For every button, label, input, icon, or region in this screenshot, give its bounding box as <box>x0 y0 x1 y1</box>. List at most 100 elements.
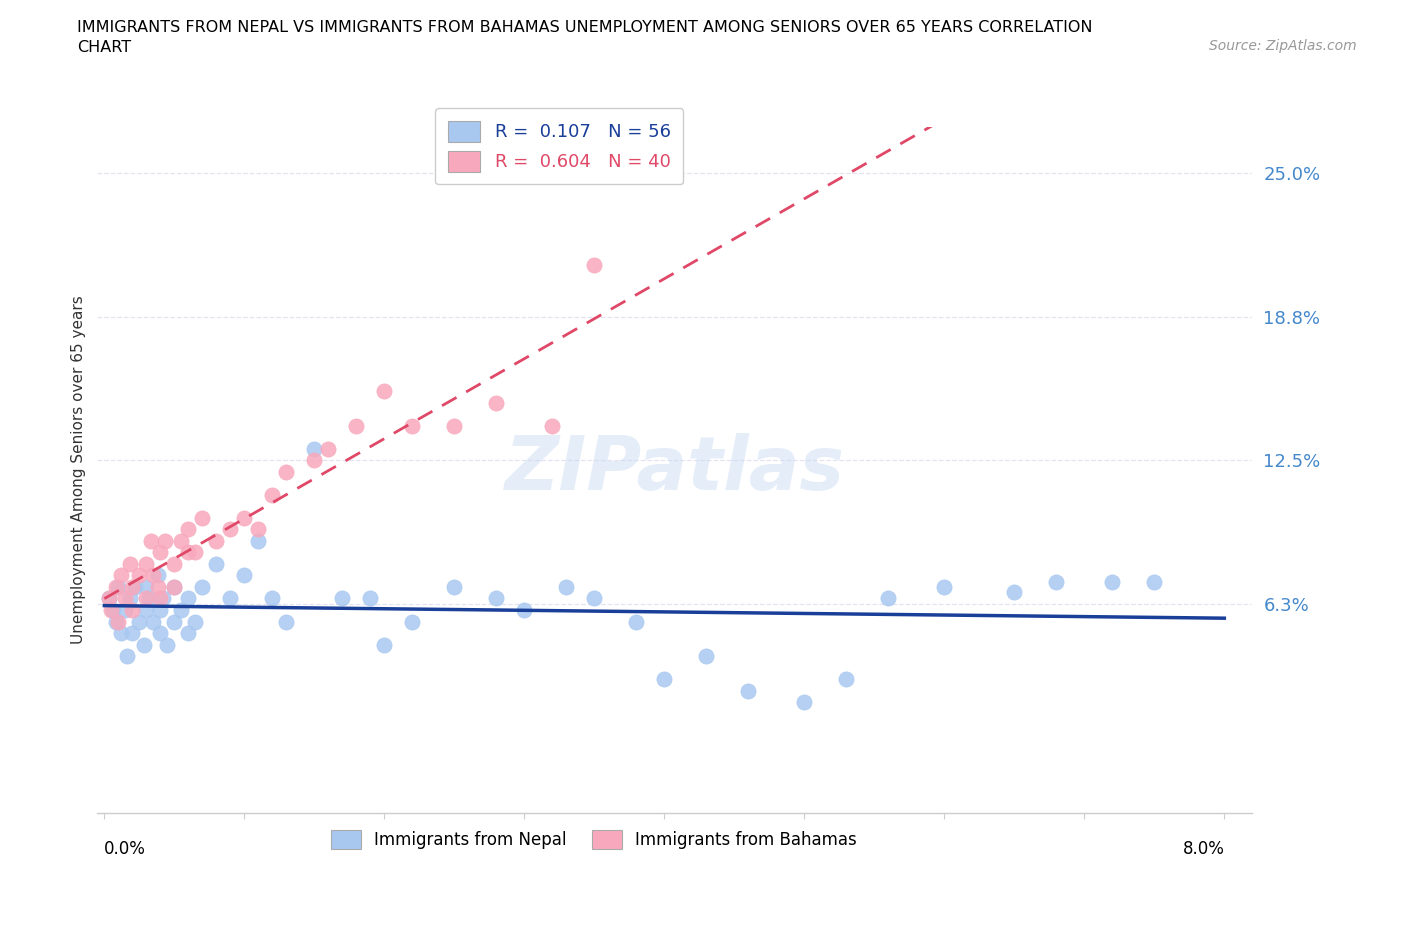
Point <box>247 522 270 537</box>
Point <box>101 603 124 618</box>
Point <box>177 591 200 606</box>
Point <box>626 614 648 629</box>
Point <box>118 556 141 571</box>
Point <box>114 591 136 606</box>
Point <box>555 579 578 594</box>
Point <box>118 591 141 606</box>
Point <box>359 591 381 606</box>
Point <box>153 534 176 549</box>
Point <box>156 637 179 652</box>
Point <box>401 418 423 433</box>
Point <box>146 579 169 594</box>
Text: IMMIGRANTS FROM NEPAL VS IMMIGRANTS FROM BAHAMAS UNEMPLOYMENT AMONG SENIORS OVER: IMMIGRANTS FROM NEPAL VS IMMIGRANTS FROM… <box>77 20 1092 55</box>
Point <box>485 395 508 410</box>
Point <box>163 579 186 594</box>
Point <box>135 556 157 571</box>
Point <box>110 568 132 583</box>
Point <box>142 614 165 629</box>
Point <box>654 671 676 686</box>
Point <box>276 464 298 479</box>
Point <box>149 545 172 560</box>
Point <box>318 442 340 457</box>
Point <box>146 568 169 583</box>
Point <box>170 603 193 618</box>
Point <box>737 684 759 698</box>
Point <box>149 603 172 618</box>
Point <box>132 637 155 652</box>
Point <box>115 648 138 663</box>
Point <box>373 384 395 399</box>
Point <box>139 534 162 549</box>
Point <box>135 603 157 618</box>
Point <box>835 671 858 686</box>
Point <box>191 511 214 525</box>
Point <box>104 579 127 594</box>
Point <box>877 591 900 606</box>
Point <box>184 545 207 560</box>
Point <box>513 603 536 618</box>
Point <box>135 579 157 594</box>
Point <box>233 568 256 583</box>
Point <box>107 579 129 594</box>
Point <box>170 534 193 549</box>
Point <box>443 418 465 433</box>
Legend: Immigrants from Nepal, Immigrants from Bahamas: Immigrants from Nepal, Immigrants from B… <box>325 823 863 856</box>
Point <box>177 626 200 641</box>
Point <box>114 603 136 618</box>
Point <box>128 568 150 583</box>
Point <box>97 591 120 606</box>
Text: 8.0%: 8.0% <box>1182 840 1225 858</box>
Point <box>121 603 143 618</box>
Point <box>135 591 157 606</box>
Point <box>205 534 228 549</box>
Y-axis label: Unemployment Among Seniors over 65 years: Unemployment Among Seniors over 65 years <box>72 295 86 644</box>
Point <box>124 579 146 594</box>
Text: Source: ZipAtlas.com: Source: ZipAtlas.com <box>1209 39 1357 53</box>
Point <box>1045 575 1067 590</box>
Point <box>583 258 606 272</box>
Point <box>191 579 214 594</box>
Point <box>583 591 606 606</box>
Text: ZIPatlas: ZIPatlas <box>505 433 845 506</box>
Point <box>149 626 172 641</box>
Point <box>100 603 122 618</box>
Point <box>205 556 228 571</box>
Point <box>121 626 143 641</box>
Point <box>934 579 956 594</box>
Point <box>163 556 186 571</box>
Point <box>149 591 172 606</box>
Point <box>1101 575 1123 590</box>
Point <box>247 534 270 549</box>
Point <box>304 453 326 468</box>
Point <box>177 545 200 560</box>
Point <box>219 522 242 537</box>
Point <box>110 626 132 641</box>
Point <box>163 579 186 594</box>
Point <box>184 614 207 629</box>
Point <box>104 614 127 629</box>
Point <box>97 591 120 606</box>
Point <box>485 591 508 606</box>
Point <box>1143 575 1166 590</box>
Point <box>695 648 717 663</box>
Text: 0.0%: 0.0% <box>104 840 146 858</box>
Point <box>330 591 353 606</box>
Point <box>401 614 423 629</box>
Point <box>304 442 326 457</box>
Point <box>138 591 160 606</box>
Point <box>128 614 150 629</box>
Point <box>177 522 200 537</box>
Point <box>276 614 298 629</box>
Point <box>541 418 564 433</box>
Point <box>262 591 284 606</box>
Point <box>142 568 165 583</box>
Point <box>121 579 143 594</box>
Point <box>793 695 815 710</box>
Point <box>373 637 395 652</box>
Point <box>443 579 465 594</box>
Point <box>1002 584 1025 599</box>
Point <box>344 418 367 433</box>
Point <box>233 511 256 525</box>
Point <box>219 591 242 606</box>
Point <box>262 487 284 502</box>
